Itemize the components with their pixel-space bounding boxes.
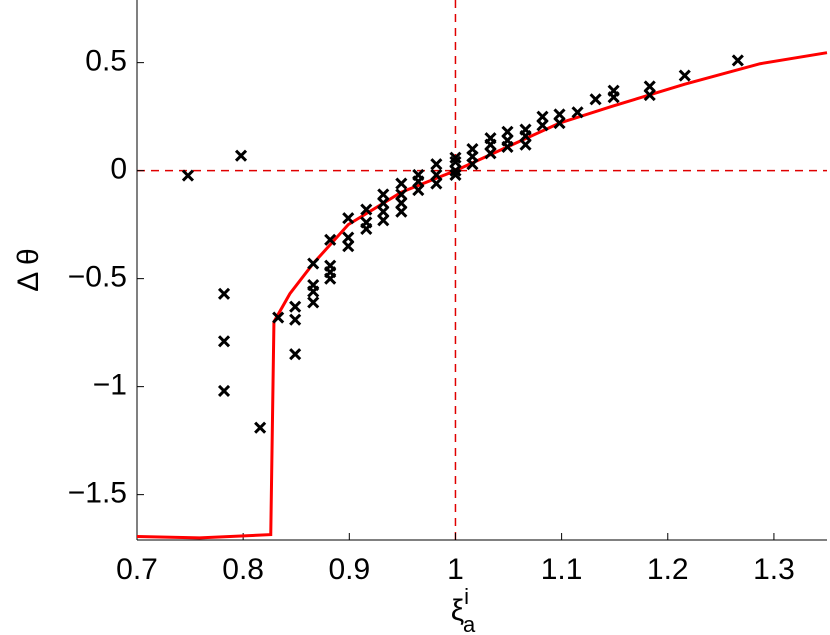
scatter-point (342, 212, 355, 225)
scatter-point (289, 300, 302, 313)
scatter-point (430, 177, 443, 190)
scatter-point (254, 421, 267, 434)
scatter-point (181, 169, 195, 182)
x-label-sup: i (464, 584, 469, 609)
scatter-point (536, 119, 549, 132)
x-tick-label: 0.8 (222, 553, 264, 586)
scatter-point (449, 168, 462, 182)
x-tick-label: 0.7 (116, 553, 158, 586)
scatter-point (377, 214, 390, 227)
scatter-point (307, 285, 320, 298)
scatter-point (234, 149, 248, 162)
scatter-point (731, 54, 744, 67)
scatter-point (324, 233, 337, 246)
scatter-point (589, 93, 602, 106)
scatter-point (643, 88, 656, 102)
scatter-point (571, 106, 584, 119)
scatter-point (217, 287, 231, 300)
scatter-point (466, 158, 479, 171)
y-tick-label: 0 (110, 153, 127, 186)
scatter-point (484, 147, 497, 160)
x-tick-label: 1.3 (753, 553, 795, 586)
scatter-point (519, 138, 532, 151)
y-axis-label: Δ θ (12, 248, 45, 291)
scatter-point (553, 117, 566, 130)
scatter-point (307, 296, 320, 309)
scatter-point (449, 164, 462, 177)
x-label-base: ξ (451, 594, 464, 627)
scatter-point (272, 311, 285, 324)
x-tick-label: 1 (447, 553, 464, 586)
x-axis-label: ξi a (451, 584, 476, 635)
scatter-point (217, 335, 231, 348)
x-tick-label: 1.2 (647, 553, 689, 586)
scatter-point (449, 151, 462, 164)
scatter-point (430, 158, 443, 171)
scatter-point (217, 384, 231, 398)
curve (136, 51, 828, 540)
scatter-point (360, 222, 373, 236)
y-tick-label: −0.5 (68, 261, 127, 294)
scatter-point (342, 240, 355, 253)
scatter-point (607, 91, 620, 104)
scatter-point (289, 348, 302, 361)
scatter-point (324, 272, 337, 285)
scatter-point (289, 313, 302, 326)
scatter-point (360, 203, 373, 216)
scatter-point (395, 177, 408, 190)
x-label-sub: a (463, 612, 476, 635)
scatter-point (395, 205, 408, 218)
scatter-point (412, 184, 425, 197)
scatter-point (678, 69, 691, 82)
y-tick-label: 0.5 (85, 45, 127, 78)
scatter-point (307, 257, 320, 270)
y-tick-label: −1.5 (68, 477, 127, 510)
x-tick-label: 1.1 (541, 553, 583, 586)
scatter-point (501, 140, 514, 153)
x-tick-label: 0.9 (328, 553, 370, 586)
y-tick-label: −1 (93, 369, 127, 402)
